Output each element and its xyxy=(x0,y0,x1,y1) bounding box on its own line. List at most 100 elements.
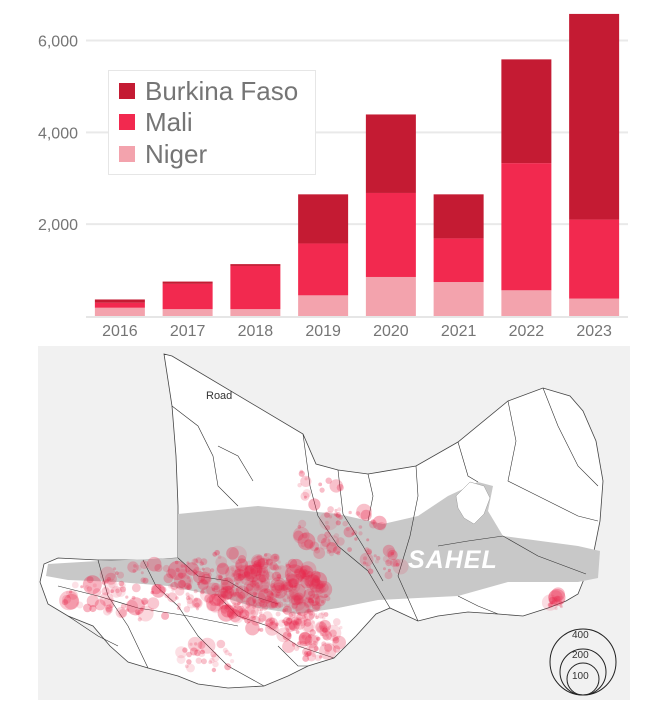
incident-bubble xyxy=(211,582,221,593)
incident-bubble xyxy=(276,627,292,643)
incident-bubble xyxy=(335,512,342,518)
incident-bubble xyxy=(131,583,141,593)
incident-bubble xyxy=(288,612,294,618)
incident-bubble xyxy=(382,544,395,557)
incident-bubble xyxy=(178,580,186,588)
incident-bubble xyxy=(271,553,280,562)
incident-bubble xyxy=(309,578,324,593)
incident-bubble xyxy=(559,600,563,605)
incident-bubble xyxy=(250,568,257,574)
incident-bubble xyxy=(294,568,301,576)
incident-bubble xyxy=(288,578,298,588)
incident-bubble xyxy=(186,599,196,609)
incident-bubble xyxy=(332,546,341,555)
incident-bubble xyxy=(329,551,334,557)
incident-bubble xyxy=(322,627,328,633)
incident-bubble xyxy=(311,599,315,604)
incident-bubble xyxy=(119,586,127,593)
incident-bubble xyxy=(324,531,331,538)
incident-bubble xyxy=(282,598,287,603)
incident-bubble xyxy=(281,619,286,624)
incident-bubble xyxy=(221,577,229,586)
bar-mali-2023 xyxy=(569,219,620,299)
incident-bubble xyxy=(250,582,256,588)
incident-bubble xyxy=(321,537,331,547)
bar-niger-2018 xyxy=(230,309,281,316)
incident-bubble xyxy=(167,560,187,581)
incident-bubble xyxy=(235,585,249,599)
incident-bubble xyxy=(313,593,320,600)
incident-bubble xyxy=(270,583,276,589)
bar-mali-2021 xyxy=(433,238,484,283)
incident-bubble xyxy=(265,618,274,627)
incident-bubble xyxy=(245,596,249,600)
incident-bubble xyxy=(312,594,319,601)
incident-bubble xyxy=(351,532,355,536)
incident-bubble xyxy=(286,573,290,577)
incident-bubble xyxy=(216,639,226,649)
incident-bubble xyxy=(193,558,198,564)
incident-bubble xyxy=(258,573,262,577)
incident-bubble xyxy=(318,482,323,487)
incident-bubble xyxy=(158,584,162,588)
incident-bubble xyxy=(259,627,264,632)
incident-bubble xyxy=(270,553,279,563)
incident-bubble xyxy=(186,663,195,673)
incident-bubble xyxy=(253,561,258,565)
incident-bubble xyxy=(366,548,372,555)
incident-bubble xyxy=(318,582,329,593)
incident-bubble xyxy=(288,592,302,606)
incident-bubble xyxy=(297,611,301,616)
incident-bubble xyxy=(206,593,224,612)
incident-bubble xyxy=(261,603,269,611)
incident-bubble xyxy=(230,592,244,606)
incident-bubbles xyxy=(59,469,566,673)
incident-bubble xyxy=(244,565,254,575)
incident-bubble xyxy=(235,585,244,594)
incident-bubble xyxy=(245,583,254,592)
incident-bubble xyxy=(307,575,311,579)
incident-bubble xyxy=(291,597,295,601)
incident-bubble xyxy=(260,580,264,584)
incident-bubble xyxy=(312,575,320,583)
incident-bubble xyxy=(382,555,390,563)
legend-swatch-burkina-faso xyxy=(119,83,135,99)
sahel-label: SAHEL xyxy=(408,546,498,574)
incident-bubble xyxy=(292,586,297,591)
incident-bubble xyxy=(193,567,202,575)
incident-bubble xyxy=(236,605,245,614)
incident-bubble xyxy=(263,588,269,594)
incident-bubble xyxy=(126,608,130,612)
incident-bubble xyxy=(257,559,263,566)
incident-bubble xyxy=(194,649,201,657)
incident-bubble xyxy=(179,574,193,588)
incident-bubble xyxy=(245,614,249,618)
incident-bubble xyxy=(372,515,387,530)
incident-bubble xyxy=(304,651,308,656)
incident-bubble xyxy=(286,578,291,583)
incident-bubble xyxy=(251,577,260,586)
incident-bubble xyxy=(319,511,339,531)
incident-bubble xyxy=(359,552,374,567)
incident-bubble xyxy=(223,595,230,601)
incident-bubble xyxy=(186,597,194,605)
incident-bubble xyxy=(360,509,372,521)
incident-bubble xyxy=(307,570,313,577)
incident-bubble xyxy=(173,572,192,591)
incident-bubble xyxy=(554,606,558,611)
incident-bubble xyxy=(265,571,275,581)
incident-bubble xyxy=(304,652,309,657)
incident-bubble xyxy=(228,605,238,614)
incident-bubble xyxy=(103,578,118,593)
scale-label-200: 200 xyxy=(572,650,589,661)
incident-bubble xyxy=(256,563,271,577)
incident-bubble xyxy=(243,587,249,593)
incident-bubble xyxy=(309,629,316,636)
incident-bubble xyxy=(125,595,129,599)
incident-bubble xyxy=(324,649,330,655)
incident-bubble xyxy=(137,605,154,622)
incident-bubble xyxy=(83,603,92,613)
incident-bubble xyxy=(192,569,198,575)
incident-bubble xyxy=(293,617,306,630)
bar-mali-2016 xyxy=(94,302,145,308)
